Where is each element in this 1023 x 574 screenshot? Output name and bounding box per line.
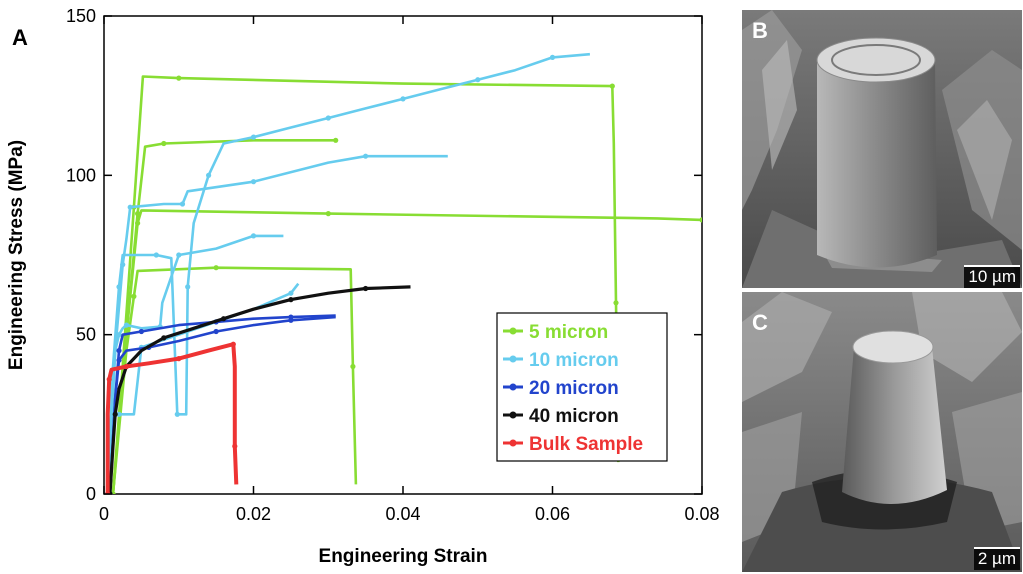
y-axis-label: Engineering Stress (MPa) xyxy=(6,140,27,370)
x-axis-ticks: 0 0.02 0.04 0.06 0.08 xyxy=(99,16,720,524)
series-bulk-sample-point xyxy=(176,356,182,362)
series-40-micron-point xyxy=(112,411,118,417)
series-10-micron-point xyxy=(206,172,212,178)
x-axis-label: Engineering Strain xyxy=(319,546,488,567)
stress-strain-chart: 0 0.02 0.04 0.06 0.08 0 50 100 150 Engineering … xyxy=(6,6,720,567)
series-10-micron-point xyxy=(250,179,257,185)
series-5-micron-point xyxy=(135,220,141,226)
series-10-micron-point xyxy=(120,262,126,268)
legend-marker-40-micron xyxy=(509,411,517,419)
x-tick-label: 0.08 xyxy=(684,504,719,524)
series-10-micron-point xyxy=(153,252,159,258)
y-tick-label: 50 xyxy=(76,325,96,345)
x-tick-label: 0 xyxy=(99,504,109,524)
series-10-micron-curve-1 xyxy=(106,52,591,494)
series-10-micron-point xyxy=(549,54,556,61)
series-5-micron-point xyxy=(350,363,356,370)
series-20-micron-point xyxy=(138,328,144,335)
series-bulk-sample-point xyxy=(123,363,129,370)
series-20-micron-point xyxy=(116,348,122,354)
series-10-micron-point xyxy=(123,322,129,328)
panel-label-c: C xyxy=(752,310,768,335)
legend-marker-bulk-sample xyxy=(509,439,517,447)
series-10-micron-point xyxy=(363,153,369,159)
series-bulk-sample-curve-1 xyxy=(105,342,239,494)
series-20-micron-point xyxy=(116,357,122,363)
legend-box xyxy=(496,312,668,462)
legend: 5 micron 10 micron 20 micron 40 micron Bulk … xyxy=(496,312,668,462)
x-tick-label: 0.04 xyxy=(385,504,420,524)
x-tick-label: 0.02 xyxy=(236,504,271,524)
series-10-micron-point xyxy=(116,332,122,338)
curves xyxy=(105,52,702,494)
legend-label-10-micron: 10 micron xyxy=(529,350,619,371)
series-5-micron-point xyxy=(161,140,167,147)
y-tick-label: 0 xyxy=(86,484,96,504)
series-10-micron-point xyxy=(127,204,133,210)
series-40-micron-curve-1 xyxy=(108,285,411,494)
series-5-micron-point xyxy=(333,137,339,143)
series-bulk-sample-point xyxy=(232,443,238,449)
series-bulk-sample-point xyxy=(106,376,112,382)
series-40-micron-point xyxy=(288,297,294,303)
series-10-micron-point xyxy=(176,252,182,258)
series-40-micron-point xyxy=(363,285,369,292)
series-5-micron-point xyxy=(325,211,331,217)
series-10-micron-point xyxy=(250,233,257,239)
series-10-micron-point xyxy=(250,134,257,140)
legend-label-5-micron: 5 micron xyxy=(529,322,608,343)
series-10-micron-point xyxy=(288,290,294,296)
series-40-micron-point xyxy=(161,335,167,341)
series-5-micron-point xyxy=(609,83,615,89)
series-20-micron-curve-2 xyxy=(108,315,336,494)
series-10-micron-point xyxy=(400,96,406,102)
micropillar-image-b xyxy=(742,10,1022,288)
series-10-micron-point xyxy=(116,411,122,417)
x-tick-label: 0.06 xyxy=(535,504,570,524)
y-axis-ticks: 0 50 100 150 xyxy=(66,6,702,504)
series-20-micron-point xyxy=(213,328,219,335)
series-5-micron-curve-1 xyxy=(111,75,620,494)
series-10-micron-point xyxy=(325,115,331,121)
series-5-micron-point xyxy=(131,293,137,299)
series-10-micron-curve-3 xyxy=(106,234,284,494)
sem-image-c: C 2 µm xyxy=(742,292,1022,572)
series-10-micron-curve-2 xyxy=(106,154,448,494)
legend-marker-10-micron xyxy=(509,355,517,363)
series-bulk-sample-point xyxy=(230,341,236,347)
series-20-micron-point xyxy=(288,317,294,323)
y-tick-label: 150 xyxy=(66,6,96,26)
sem-image-b: B 10 µm xyxy=(742,10,1022,288)
series-5-micron-point xyxy=(176,75,182,81)
series-10-micron-point xyxy=(185,284,191,290)
series-5-micron-curve-4 xyxy=(111,266,358,494)
y-tick-label: 100 xyxy=(66,165,96,185)
series-5-micron-point xyxy=(613,300,619,306)
series-5-micron-point xyxy=(699,217,702,223)
micropillar-image-c xyxy=(742,292,1022,572)
legend-label-bulk-sample: Bulk Sample xyxy=(529,434,643,455)
legend-marker-20-micron xyxy=(509,383,517,391)
panel-label-b: B xyxy=(752,18,768,43)
panel-label-a: A xyxy=(12,25,28,50)
scale-bar-c: 2 µm xyxy=(973,547,1020,570)
legend-label-40-micron: 40 micron xyxy=(529,406,619,427)
series-5-micron-point xyxy=(213,265,219,271)
series-10-micron-point xyxy=(475,77,481,83)
series-10-micron-point xyxy=(174,411,180,417)
scale-bar-b: 10 µm xyxy=(964,265,1020,288)
series-40-micron-point xyxy=(221,316,227,322)
legend-marker-5-micron xyxy=(509,327,517,335)
legend-label-20-micron: 20 micron xyxy=(529,378,619,399)
series-10-micron-point xyxy=(179,201,186,207)
